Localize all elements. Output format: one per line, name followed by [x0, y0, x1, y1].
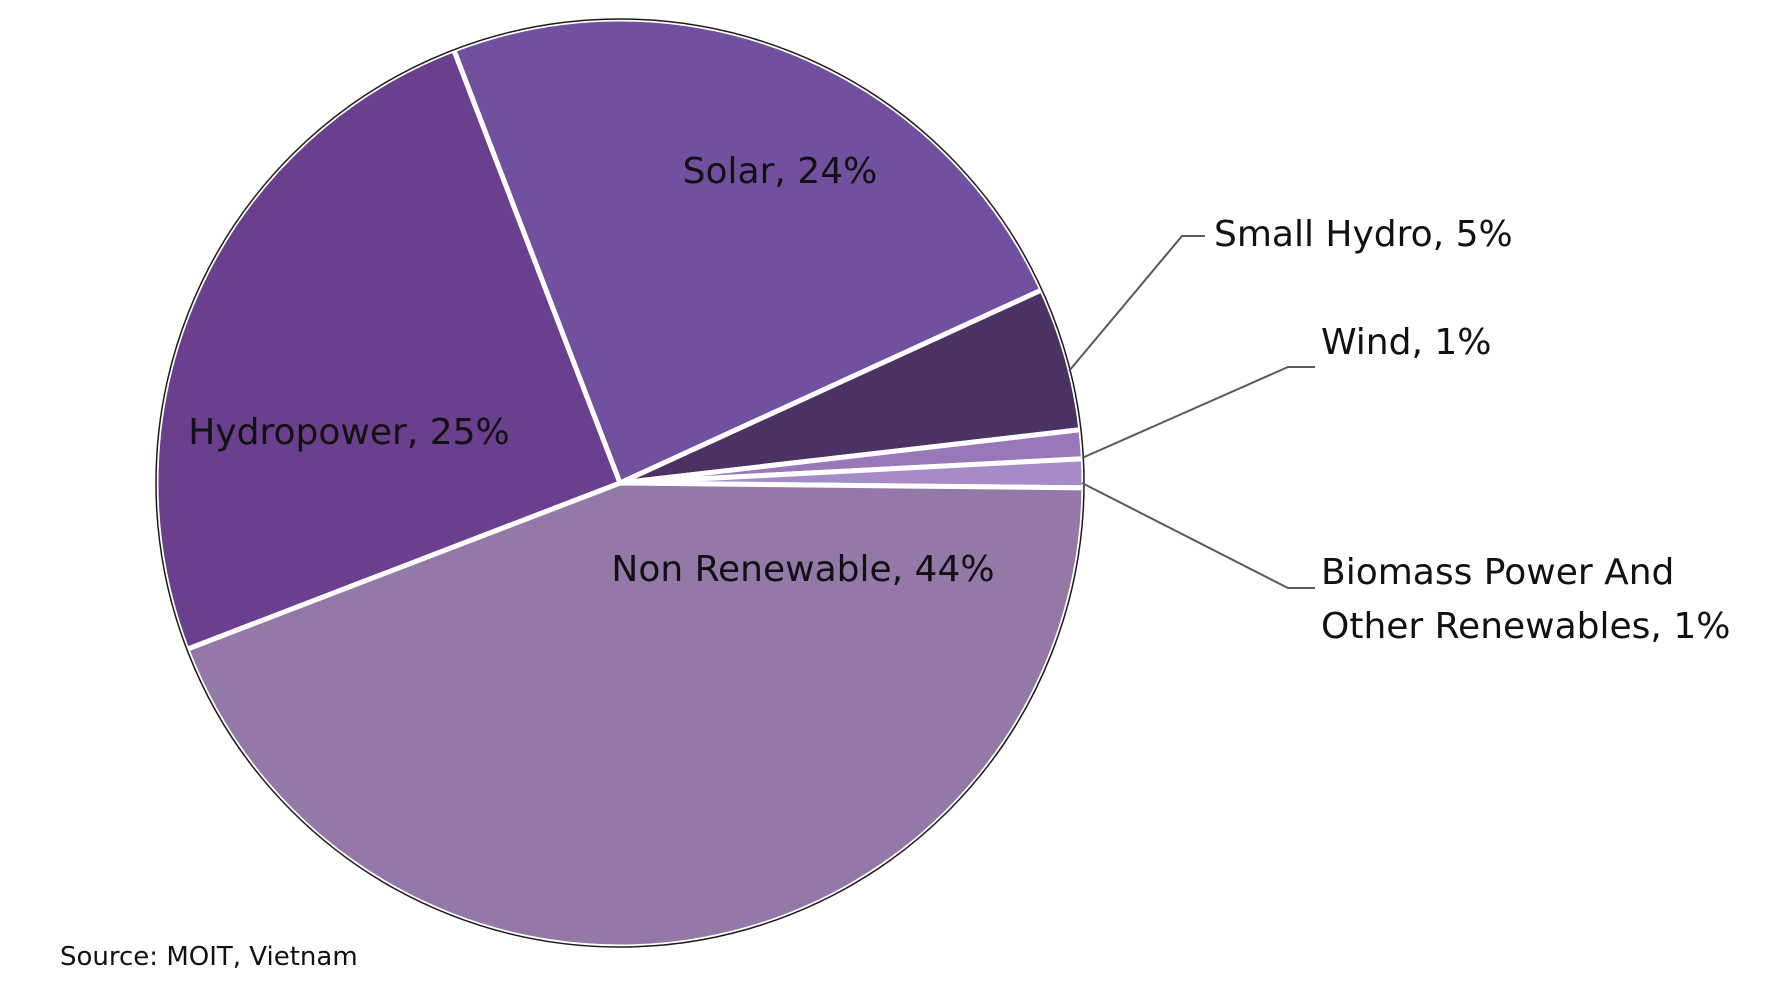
slice-label-non-renewable: Non Renewable, 44%: [611, 549, 994, 590]
leader-line-wind: [1081, 366, 1315, 459]
slice-label-biomass-line2: Other Renewables, 1%: [1321, 606, 1730, 647]
slice-label-hydropower: Hydropower, 25%: [188, 412, 509, 453]
pie-slices: [153, 16, 1087, 950]
slice-label-solar: Solar, 24%: [683, 151, 878, 192]
slice-label-wind: Wind, 1%: [1321, 322, 1491, 363]
leader-line-small-hydro: [1068, 235, 1205, 372]
slice-label-biomass-line1: Biomass Power And: [1321, 552, 1674, 593]
source-note: Source: MOIT, Vietnam: [60, 942, 358, 972]
slice-label-small-hydro: Small Hydro, 5%: [1214, 214, 1513, 255]
leader-line-biomass: [1081, 482, 1315, 589]
